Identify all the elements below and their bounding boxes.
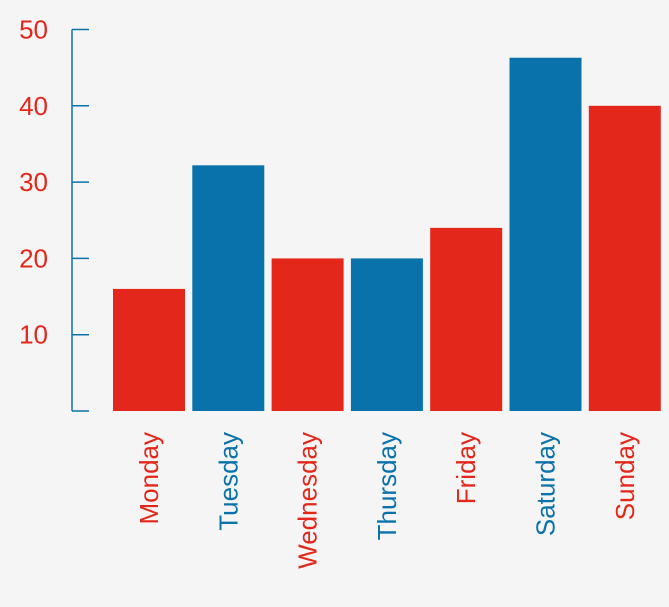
bar-friday — [430, 227, 503, 411]
x-axis-labels: Monday Tuesday Wednesday Thursday Friday Satu… — [134, 432, 640, 569]
bar-saturday — [509, 57, 582, 412]
x-tick-label-wednesday: Wednesday — [293, 432, 323, 569]
bar-monday — [113, 288, 185, 411]
x-tick-label-sunday: Sunday — [610, 432, 640, 520]
bars — [113, 57, 661, 412]
y-tick-label: 50 — [19, 15, 48, 45]
x-tick-label-thursday: Thursday — [372, 432, 402, 540]
y-tick-label: 10 — [19, 320, 48, 350]
x-tick-label-tuesday: Tuesday — [213, 432, 243, 531]
y-tick-label: 30 — [19, 167, 48, 197]
bar-thursday — [350, 258, 423, 411]
y-axis: 10 20 30 40 50 — [19, 15, 89, 412]
x-tick-label-friday: Friday — [451, 432, 481, 504]
bar-wednesday — [271, 258, 344, 411]
x-tick-label-monday: Monday — [134, 432, 164, 525]
y-tick-label: 40 — [19, 91, 48, 121]
x-tick-label-saturday: Saturday — [531, 432, 561, 536]
bar-tuesday — [192, 165, 265, 411]
y-tick-label: 20 — [19, 243, 48, 273]
bar-sunday — [588, 105, 661, 412]
